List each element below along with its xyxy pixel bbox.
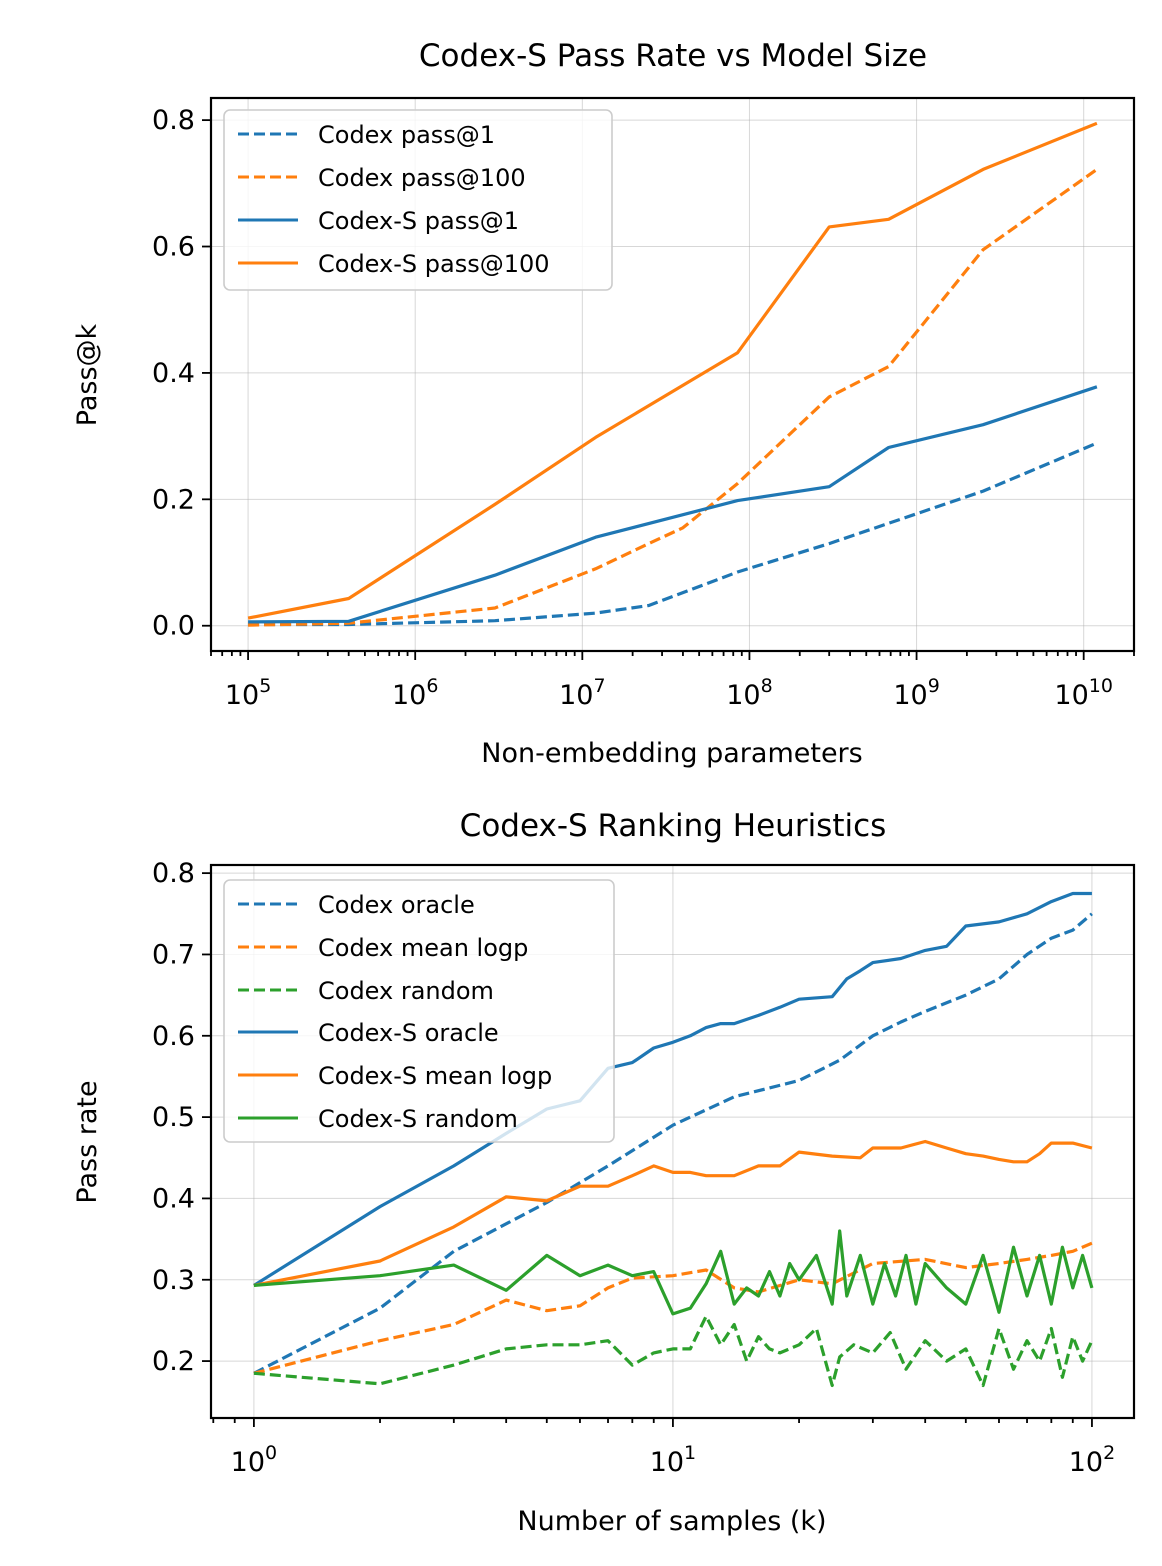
- x-tick-exponent: 2: [1103, 1442, 1115, 1464]
- series-line-codex-pass-1: [248, 441, 1098, 627]
- legend-label: Codex-S oracle: [318, 1019, 499, 1047]
- legend-entry: Codex-S oracle: [238, 1019, 499, 1047]
- legend-label: Codex pass@1: [318, 121, 495, 149]
- x-tick-base: 10: [893, 680, 927, 711]
- series-line-codex-pass-100: [248, 168, 1098, 627]
- x-tick-label: 101: [650, 1442, 696, 1478]
- plot-frame: [209, 96, 1136, 653]
- legend-box: [223, 109, 613, 291]
- y-tick-label: 0.8: [152, 105, 195, 136]
- legend-entry: Codex mean logp: [238, 934, 528, 962]
- y-tick-label: 0.2: [152, 1346, 195, 1377]
- series-line-codex-s-pass-1: [248, 385, 1098, 624]
- series-line-codex-oracle: [253, 912, 1093, 1375]
- y-tick-label: 0.3: [152, 1265, 195, 1296]
- legend: Codex pass@1 Codex pass@100 Codex-S pass…: [223, 109, 613, 291]
- x-tick-exponent: 10: [1089, 675, 1113, 697]
- x-tick-label: 1010: [1054, 675, 1113, 711]
- y-tick-label: 0.2: [152, 484, 195, 515]
- chart-title: Codex-S Pass Rate vs Model Size: [419, 38, 927, 74]
- legend-entry: Codex oracle: [238, 891, 475, 919]
- legend-box: [223, 879, 615, 1143]
- x-tick-base: 10: [1069, 1447, 1103, 1478]
- x-tick-base: 10: [392, 680, 426, 711]
- legend-entry: Codex-S mean logp: [238, 1062, 552, 1090]
- y-tick-label: 0.6: [152, 1021, 195, 1052]
- legend-label: Codex pass@100: [318, 164, 526, 192]
- x-tick-base: 10: [225, 680, 259, 711]
- legend-label: Codex-S mean logp: [318, 1062, 552, 1090]
- x-tick-exponent: 8: [761, 675, 773, 697]
- x-tick-exponent: 0: [265, 1442, 277, 1464]
- chart-ranking-heuristics: Codex-S Ranking Heuristics 0.2 0.3 0.4 0.5 0…: [72, 808, 1136, 1537]
- y-tick-label: 0.7: [152, 939, 195, 970]
- x-tick-label: 100: [231, 1442, 277, 1478]
- legend-label: Codex-S pass@1: [318, 207, 519, 235]
- y-tick-label: 0.8: [152, 858, 195, 889]
- x-tick-label: 102: [1069, 1442, 1115, 1478]
- x-tick-exponent: 9: [928, 675, 940, 697]
- legend-label: Codex-S random: [318, 1105, 518, 1133]
- legend-entry: Codex-S pass@1: [238, 207, 519, 235]
- x-tick-label: 106: [392, 675, 438, 711]
- y-tick-label: 0.5: [152, 1102, 195, 1133]
- legend-entry: Codex random: [238, 977, 494, 1005]
- x-tick-exponent: 7: [593, 675, 605, 697]
- legend-entry: Codex-S random: [238, 1105, 518, 1133]
- series-line-codex-random: [253, 1314, 1094, 1388]
- series-line-codex-s-mean-logp: [253, 1139, 1093, 1287]
- x-tick-exponent: 6: [426, 675, 438, 697]
- x-tick-base: 10: [650, 1447, 684, 1478]
- legend: Codex oracle Codex mean logp Codex rando…: [223, 879, 615, 1143]
- y-axis-label: Pass rate: [72, 1080, 103, 1203]
- legend-label: Codex-S pass@100: [318, 250, 550, 278]
- x-axis-label: Number of samples (k): [517, 1506, 826, 1537]
- series-line-codex-s-pass-100: [247, 121, 1098, 620]
- legend-entry: Codex pass@1: [238, 121, 495, 149]
- y-axis-label: Pass@k: [72, 323, 103, 426]
- legend-label: Codex random: [318, 977, 494, 1005]
- y-tick-label: 0.0: [152, 611, 195, 642]
- series-layer: [247, 121, 1098, 627]
- x-tick-exponent: 5: [259, 675, 271, 697]
- legend-entry: Codex-S pass@100: [238, 250, 550, 278]
- x-axis-label: Non-embedding parameters: [481, 738, 862, 769]
- legend-entry: Codex pass@100: [238, 164, 526, 192]
- series-line-codex-s-random: [253, 1229, 1094, 1316]
- chart-pass-rate-vs-model-size: Codex-S Pass Rate vs Model Size 0.0 0.2 0.…: [72, 38, 1136, 769]
- x-tick-label: 107: [559, 675, 605, 711]
- chart-title: Codex-S Ranking Heuristics: [460, 808, 887, 844]
- x-tick-label: 108: [726, 675, 772, 711]
- y-tick-label: 0.4: [152, 1183, 195, 1214]
- x-tick-exponent: 1: [684, 1442, 696, 1464]
- legend-label: Codex oracle: [318, 891, 475, 919]
- x-tick-base: 10: [559, 680, 593, 711]
- y-tick-label: 0.4: [152, 358, 195, 389]
- x-tick-base: 10: [231, 1447, 265, 1478]
- x-tick-base: 10: [726, 680, 760, 711]
- y-tick-label: 0.6: [152, 232, 195, 263]
- x-tick-label: 105: [225, 675, 271, 711]
- x-tick-label: 109: [893, 675, 939, 711]
- x-tick-base: 10: [1054, 680, 1088, 711]
- legend-label: Codex mean logp: [318, 934, 528, 962]
